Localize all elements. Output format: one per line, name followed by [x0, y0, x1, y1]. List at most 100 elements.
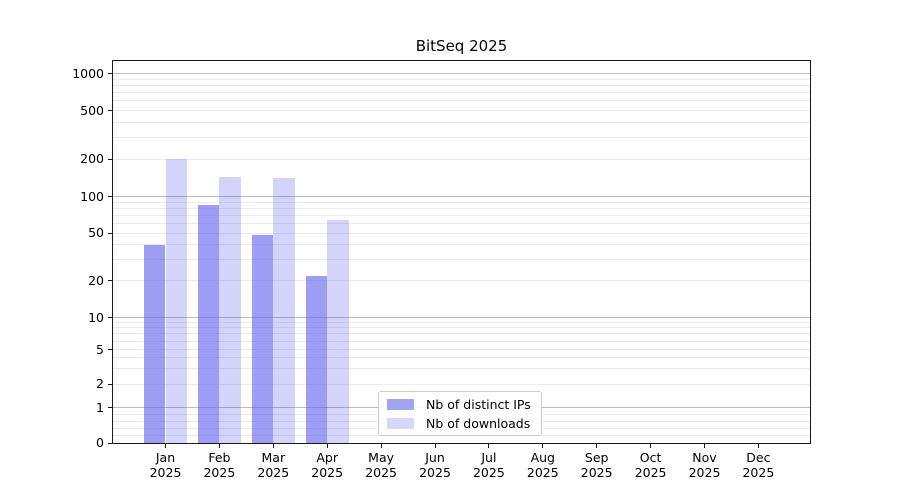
- y-tick-mark: [108, 349, 113, 350]
- minor-gridline: [113, 349, 810, 350]
- bar-downloads-apr: [327, 220, 349, 443]
- minor-gridline: [113, 85, 810, 86]
- y-tick-mark: [108, 196, 113, 197]
- x-tick-mark: [272, 443, 274, 448]
- minor-gridline: [113, 333, 810, 335]
- x-tick-year: 2025: [203, 465, 236, 480]
- x-tick-mark: [704, 443, 705, 448]
- minor-gridline: [113, 383, 810, 385]
- legend-label-distinct-ips: Nb of distinct IPs: [426, 397, 531, 412]
- y-tick-mark: [108, 73, 113, 74]
- bar-distinct-ips-mar: [251, 235, 274, 443]
- bar-downloads-jan: [165, 159, 188, 443]
- y-tick-mark: [108, 280, 113, 281]
- minor-gridline: [113, 321, 810, 323]
- minor-gridline: [113, 258, 810, 260]
- x-tick-label: May 2025: [353, 450, 409, 480]
- legend-swatch-distinct-ips: [387, 399, 414, 410]
- x-tick-year: 2025: [149, 465, 182, 480]
- minor-gridline: [113, 327, 810, 329]
- x-tick-label: Jun 2025: [407, 450, 463, 480]
- y-tick-label: 200: [80, 151, 104, 167]
- x-tick-year: 2025: [688, 465, 721, 480]
- x-tick-year: 2025: [472, 465, 505, 480]
- y-tick-label: 5: [96, 341, 104, 357]
- x-tick-label: Mar 2025: [245, 450, 301, 480]
- x-tick-month: Jan: [155, 450, 176, 465]
- y-tick-mark: [108, 442, 113, 444]
- y-tick-label: 0: [96, 435, 104, 450]
- x-tick-year: 2025: [311, 465, 344, 480]
- minor-gridline: [113, 78, 810, 80]
- x-tick-month: Apr: [316, 450, 338, 465]
- minor-gridline: [113, 158, 810, 160]
- minor-gridline: [113, 92, 810, 94]
- minor-gridline: [113, 100, 810, 102]
- x-tick-mark: [218, 443, 220, 448]
- x-tick-mark: [434, 443, 436, 448]
- legend-item-distinct-ips: Nb of distinct IPs: [379, 395, 541, 414]
- legend-label-downloads: Nb of downloads: [426, 416, 531, 431]
- y-tick-mark: [108, 158, 113, 160]
- x-tick-mark: [380, 443, 382, 448]
- x-tick-year: 2025: [526, 465, 559, 480]
- y-tick-mark: [108, 383, 113, 385]
- y-tick-label: 10: [88, 309, 104, 325]
- x-axis-ticks: [113, 443, 810, 449]
- legend-swatch-downloads: [387, 418, 414, 429]
- y-tick-mark: [108, 317, 113, 318]
- minor-gridline: [113, 244, 810, 246]
- x-tick-label: Feb 2025: [191, 450, 247, 480]
- major-gridline: [113, 196, 810, 197]
- y-tick-label: 20: [88, 272, 104, 288]
- x-axis-labels: Jan 2025 Feb 2025 Mar 2025 Apr 2025 May 2025 Jun 20…: [113, 450, 810, 484]
- x-tick-month: Jul: [481, 450, 497, 465]
- y-tick-label: 100: [80, 188, 104, 204]
- x-tick-year: 2025: [634, 465, 667, 480]
- x-tick-month: Nov: [692, 450, 717, 465]
- minor-gridline: [113, 280, 810, 281]
- y-tick-label: 500: [80, 102, 104, 118]
- major-gridline: [113, 73, 810, 74]
- x-tick-mark: [165, 443, 166, 448]
- bar-downloads-mar: [273, 178, 295, 443]
- x-tick-label: Jul 2025: [461, 450, 517, 480]
- y-tick-mark: [108, 407, 113, 408]
- y-axis: 0 1 2 5 10 20 50 100 200 500 1000: [0, 61, 104, 451]
- x-tick-month: Oct: [639, 450, 662, 465]
- plot-area: Nb of distinct IPs Nb of downloads: [112, 60, 811, 444]
- x-tick-year: 2025: [742, 465, 775, 480]
- minor-gridline: [113, 214, 810, 216]
- x-tick-month: Dec: [746, 450, 771, 465]
- y-axis-ticks: [108, 61, 113, 444]
- x-tick-month: Sep: [584, 450, 609, 465]
- x-tick-mark: [650, 443, 652, 448]
- x-tick-label: Sep 2025: [569, 450, 625, 480]
- chart-title: BitSeq 2025: [415, 37, 508, 55]
- minor-gridline: [113, 340, 810, 342]
- x-tick-month: Jun: [425, 450, 445, 465]
- x-tick-label: Nov 2025: [677, 450, 733, 480]
- minor-gridline: [113, 222, 810, 224]
- x-tick-mark: [542, 443, 544, 448]
- x-tick-month: Feb: [208, 450, 231, 465]
- x-tick-label: Apr 2025: [299, 450, 355, 480]
- x-tick-mark: [488, 443, 490, 448]
- minor-gridline: [113, 207, 810, 209]
- major-gridline: [113, 317, 810, 318]
- x-tick-label: Dec 2025: [730, 450, 786, 480]
- y-tick-label: 1: [96, 399, 104, 415]
- minor-gridline: [113, 232, 810, 234]
- minor-gridline: [113, 122, 810, 124]
- minor-gridline: [113, 357, 810, 359]
- x-tick-month: May: [368, 450, 395, 465]
- x-tick-mark: [757, 443, 759, 448]
- y-tick-mark: [108, 110, 113, 112]
- x-tick-year: 2025: [419, 465, 451, 480]
- x-tick-mark: [326, 443, 328, 448]
- x-tick-mark: [596, 443, 598, 448]
- x-tick-month: Mar: [261, 450, 286, 465]
- minor-gridline: [113, 137, 810, 139]
- bar-downloads-feb: [219, 176, 241, 443]
